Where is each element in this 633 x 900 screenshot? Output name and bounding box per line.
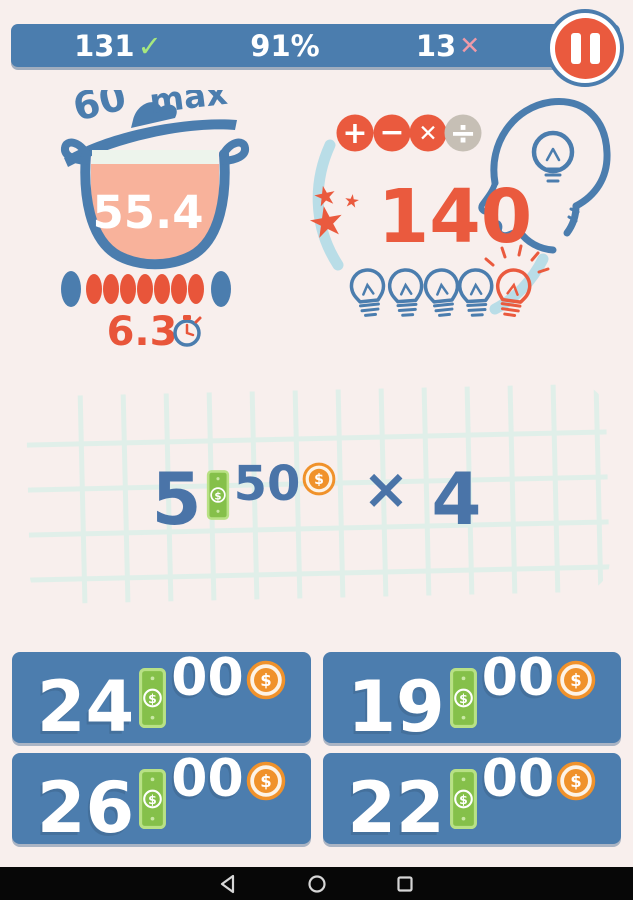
back-button[interactable]: [218, 873, 240, 895]
bulb-icon: [386, 267, 426, 318]
score-arc-right: [489, 253, 549, 315]
dollar-bill-icon: [206, 470, 229, 520]
correct-count: 131: [74, 28, 135, 63]
answer-button-2[interactable]: 19 00: [322, 648, 621, 748]
answer-button-3[interactable]: 26 00: [12, 753, 311, 844]
svg-text:÷: ÷: [450, 114, 477, 152]
pot-outline: [80, 149, 230, 270]
score-panel: + − ✕ ÷ ★ ★ ★: [304, 98, 611, 319]
android-nav-bar: [0, 867, 633, 900]
operator-multiply-icon: ✕: [409, 114, 447, 152]
svg-text:−: −: [379, 115, 404, 150]
svg-text:✕: ✕: [418, 121, 437, 147]
dollar-bill-icon: [139, 768, 167, 830]
answer-cents: 00: [481, 648, 555, 708]
dollar-coin-icon: [556, 761, 596, 801]
operator-plus-icon: +: [336, 114, 374, 152]
dollar-bill-icon: [449, 667, 477, 729]
question-factor: 4: [431, 457, 482, 541]
pot-rate-value: 6.3: [107, 309, 178, 355]
answer-cents: 00: [171, 648, 244, 708]
dollar-coin-icon: [556, 660, 596, 700]
bulb-icon: [422, 266, 463, 319]
heat-dots: [61, 271, 231, 307]
question-amount-cents: 50: [233, 456, 301, 512]
wrong-answers-stat: 13 ✕: [388, 24, 508, 67]
stars-icon: ★ ★ ★: [304, 179, 362, 249]
recents-button[interactable]: [394, 873, 416, 895]
svg-text:★: ★: [342, 190, 361, 213]
bulb-rays: [484, 244, 550, 274]
pause-button[interactable]: [546, 9, 624, 87]
bulb-icon: [457, 267, 495, 318]
pot-rim-left: [61, 138, 91, 165]
question-operator: ×: [362, 457, 410, 522]
pause-icon: [554, 17, 616, 79]
status-bar: 131 ✓ 91% 13 ✕: [11, 24, 620, 67]
score-value: 140: [378, 174, 532, 260]
svg-text:+: +: [342, 116, 367, 151]
answer-whole: 22: [347, 767, 445, 849]
question-amount-whole: 5: [151, 457, 202, 541]
pot-level-value: 55.4: [92, 186, 203, 239]
operator-minus-icon: −: [373, 114, 411, 152]
operator-divide-icon: ÷: [444, 114, 482, 152]
pot-liquid: [91, 164, 219, 260]
answer-whole: 24: [36, 666, 135, 748]
pot-rim-right: [219, 138, 249, 165]
dollar-coin-icon: [246, 761, 285, 801]
pot-max-label: max: [147, 90, 229, 121]
check-icon: ✓: [137, 28, 162, 63]
bulb-icon: [348, 266, 389, 319]
cross-icon: ✕: [459, 31, 481, 60]
answer-cents: 00: [171, 749, 244, 809]
svg-text:★: ★: [304, 194, 350, 249]
dollar-coin-icon: [303, 462, 336, 496]
wrong-count: 13: [415, 28, 457, 63]
answer-button-4[interactable]: 22 00: [322, 749, 621, 849]
dollar-bill-icon: [139, 667, 167, 729]
correct-answers-stat: 131 ✓: [58, 24, 178, 67]
hint-bulbs: [348, 244, 550, 319]
answer-whole: 26: [36, 767, 135, 849]
answer-cents: 00: [481, 749, 555, 809]
dollar-bill-icon: [449, 768, 477, 830]
answer-whole: 19: [347, 666, 445, 748]
accuracy-stat: 91%: [225, 24, 345, 67]
answer-button-1[interactable]: 24 00: [12, 652, 311, 743]
answer-grid: 24 00 19 00 26 00 22 00: [12, 652, 621, 844]
accuracy-value: 91%: [250, 28, 320, 63]
pot-gauge: 60 max 55.4 6.3: [61, 90, 249, 355]
dollar-coin-icon: [246, 660, 285, 700]
stopwatch-icon: [173, 315, 202, 347]
home-button[interactable]: [306, 873, 328, 895]
head-idea-icon: [478, 98, 611, 254]
pot-lid: [64, 119, 237, 167]
pot-capacity-value: 60: [69, 90, 131, 130]
score-arc-left: [312, 139, 344, 271]
question-equation: 5 50 × 4: [0, 442, 633, 535]
pot-lid-knob: [131, 102, 177, 128]
